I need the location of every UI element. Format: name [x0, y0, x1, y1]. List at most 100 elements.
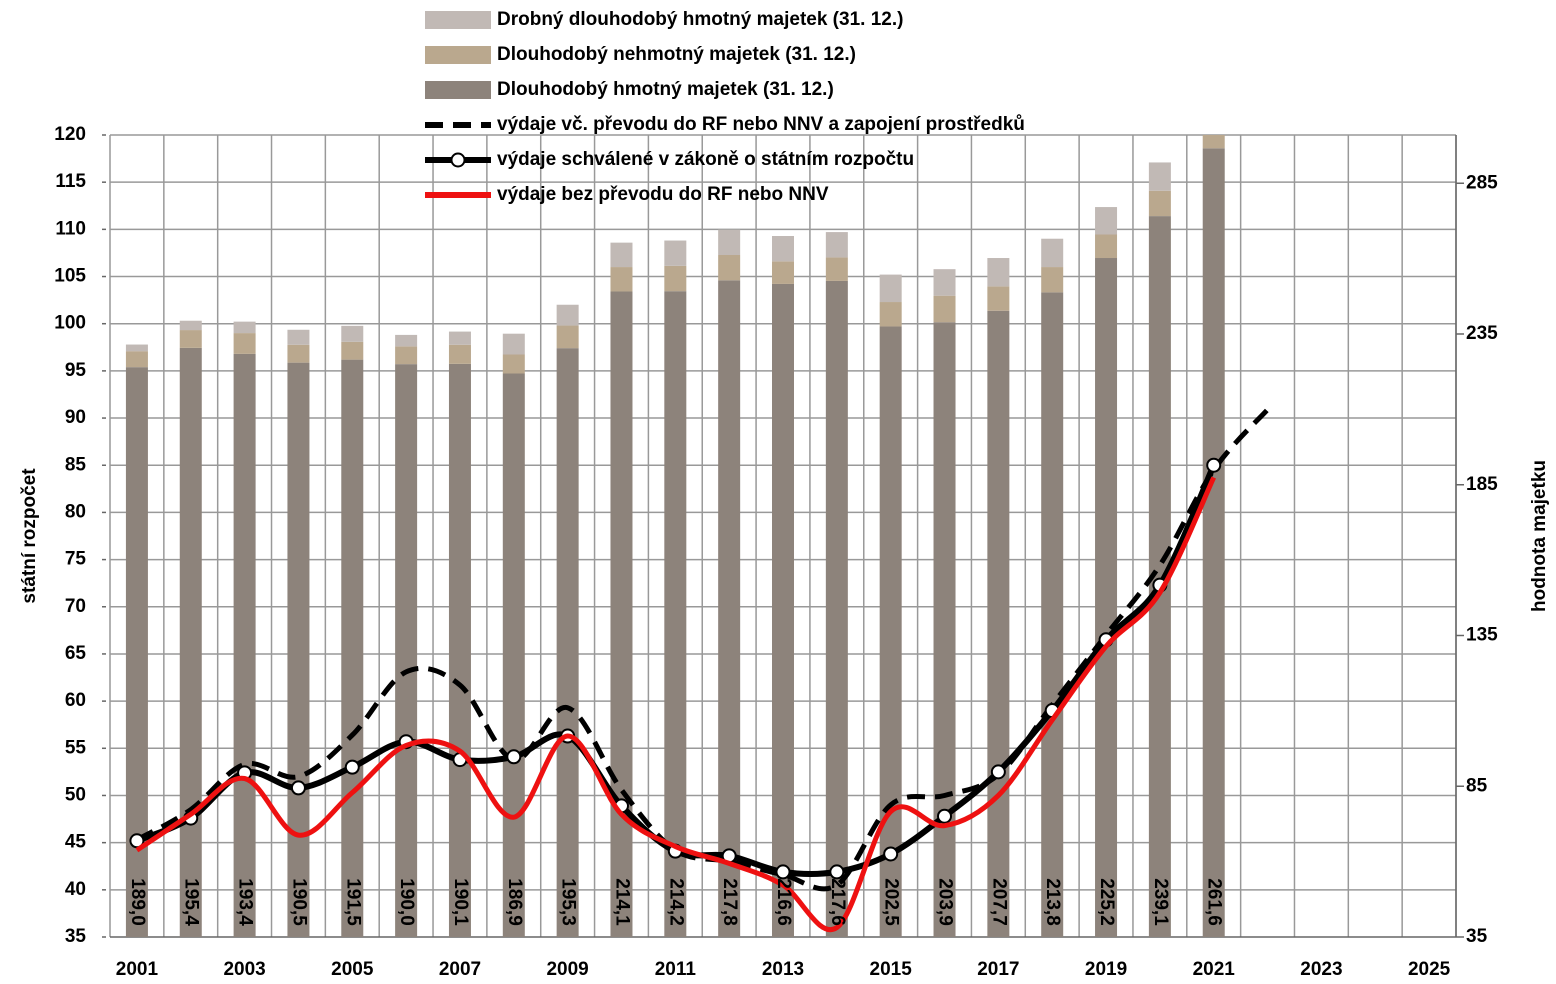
legend-marker: [450, 152, 466, 168]
bar-segment: [395, 346, 418, 365]
bar-segment: [233, 353, 256, 937]
bar-segment: [1202, 135, 1225, 149]
value-label: 202,5: [881, 878, 902, 926]
bar-segment: [610, 267, 633, 292]
bar-segment: [825, 280, 848, 937]
marker: [990, 764, 1006, 780]
y-tick-label: 45: [65, 832, 87, 853]
x-tick-label: 2017: [977, 959, 1019, 980]
x-tick-label: 2005: [331, 959, 374, 980]
bar-segment: [1203, 104, 1225, 122]
bar-segment: [879, 326, 902, 937]
bar-segment: [772, 283, 794, 937]
x-tick-label: 2025: [1408, 959, 1451, 980]
y2-tick-label: 285: [1466, 172, 1498, 193]
y2-tick-label: 85: [1466, 775, 1488, 796]
bar-segment: [718, 254, 741, 281]
bar-segment: [610, 242, 633, 268]
y-tick-label: 75: [65, 549, 87, 570]
bar-segment: [125, 344, 148, 352]
bar-segment: [664, 265, 687, 292]
bar-segment: [395, 364, 418, 937]
bar-segment: [287, 329, 310, 345]
bar-segment: [556, 348, 579, 937]
bar-segment: [933, 269, 956, 296]
bar-segment: [772, 236, 794, 262]
bar-segment: [341, 341, 364, 360]
y-tick-label: 115: [55, 171, 86, 192]
bar-segment: [556, 325, 579, 349]
bar-segment: [718, 229, 741, 255]
bar-segment: [233, 333, 256, 354]
bar-segment: [933, 295, 956, 323]
value-label: 217,6: [827, 878, 848, 926]
bar-segment: [772, 261, 794, 284]
bar-segment: [1202, 148, 1225, 937]
value-label: 261,6: [1204, 878, 1225, 926]
bar-segment: [341, 325, 364, 342]
marker: [937, 808, 953, 824]
bar-segment: [556, 304, 579, 326]
bar-segment: [664, 291, 687, 937]
bar-segment: [1041, 292, 1064, 937]
y-tick-label: 90: [65, 407, 86, 428]
bar-segment: [1148, 190, 1171, 217]
bar-segment: [448, 363, 471, 937]
bar-segment: [1095, 207, 1118, 235]
legend-swatch: [425, 81, 491, 99]
bar-segment: [1041, 267, 1064, 293]
bar-segment: [1095, 234, 1118, 259]
value-label: 213,8: [1042, 878, 1063, 926]
bar-segment: [448, 331, 471, 345]
value-label: 214,1: [611, 878, 632, 926]
marker: [1206, 457, 1222, 473]
bar-segment: [395, 334, 418, 347]
y-tick-label: 95: [65, 360, 87, 381]
bar-segment: [987, 258, 1010, 287]
bar-segment: [610, 291, 633, 937]
bar-segment: [179, 347, 202, 937]
x-tick-label: 2009: [546, 959, 588, 980]
x-tick-label: 2011: [655, 959, 697, 980]
y-tick-label: 85: [65, 454, 87, 475]
value-label: 186,9: [504, 878, 525, 926]
y-tick-label: 60: [65, 690, 86, 711]
y-axis-label: státní rozpočet: [19, 468, 40, 604]
marker: [775, 864, 791, 880]
value-label: 195,3: [558, 878, 579, 926]
bar-segment: [125, 351, 148, 368]
x-tick-label: 2019: [1085, 959, 1127, 980]
legend-label: Drobný dlouhodobý hmotný majetek (31. 12…: [497, 9, 903, 30]
line: [135, 476, 1216, 933]
bar-segment: [502, 333, 525, 355]
bar-segment: [933, 322, 956, 937]
y-tick-label: 35: [65, 926, 87, 947]
y-tick-label: 50: [65, 784, 86, 805]
marker: [344, 759, 360, 775]
marker: [829, 864, 845, 880]
y-tick-label: 110: [55, 218, 86, 239]
y-tick-label: 40: [65, 879, 86, 900]
value-label: 190,5: [288, 878, 309, 926]
value-label: 191,5: [342, 878, 363, 926]
value-label: 189,0: [127, 878, 148, 926]
bar-segment: [879, 302, 902, 327]
y2-tick-label: 135: [1466, 625, 1498, 646]
bar-segment: [718, 280, 741, 937]
x-tick-label: 2003: [223, 959, 265, 980]
y-tick-label: 80: [65, 501, 86, 522]
legend-label: Dlouhodobý hmotný majetek (31. 12.): [497, 79, 834, 100]
bar-segment: [502, 354, 525, 374]
y-tick-label: 120: [54, 124, 86, 145]
y-tick-label: 100: [54, 313, 86, 334]
bar-segment: [287, 362, 310, 937]
y-tick-label: 55: [65, 737, 87, 758]
legend-swatch: [425, 46, 491, 64]
bar-segment: [341, 359, 364, 937]
bar-segment: [879, 274, 902, 303]
bar-segment: [1095, 258, 1118, 937]
marker: [506, 749, 522, 765]
y2-tick-label: 185: [1466, 474, 1498, 495]
bar-segment: [1148, 162, 1171, 191]
